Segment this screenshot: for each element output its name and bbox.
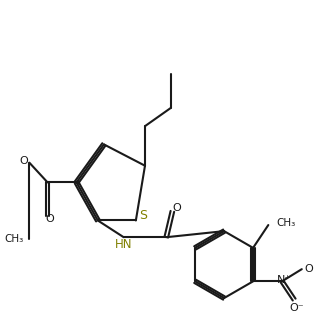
Text: O: O — [173, 203, 181, 213]
Text: N⁺: N⁺ — [277, 275, 291, 285]
Text: S: S — [139, 209, 147, 222]
Text: O: O — [20, 156, 28, 166]
Text: O: O — [46, 214, 54, 224]
Text: CH₃: CH₃ — [277, 218, 296, 228]
Text: O⁻: O⁻ — [289, 303, 304, 313]
Text: O: O — [304, 264, 313, 274]
Text: HN: HN — [115, 238, 132, 251]
Text: CH₃: CH₃ — [4, 234, 23, 244]
